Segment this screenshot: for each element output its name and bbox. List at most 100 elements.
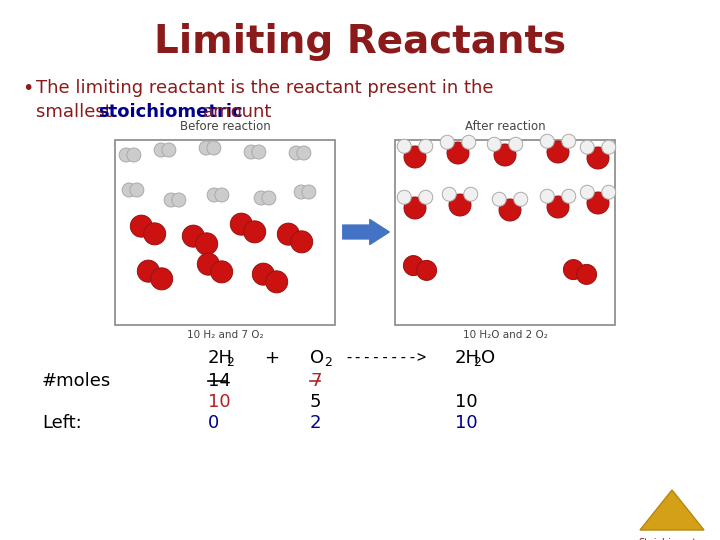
Circle shape [277, 223, 300, 245]
Circle shape [302, 185, 316, 199]
Circle shape [442, 187, 456, 201]
Circle shape [494, 144, 516, 166]
Text: Limiting Reactants: Limiting Reactants [154, 23, 566, 61]
Text: 7: 7 [310, 372, 322, 390]
Text: amount: amount [203, 103, 272, 121]
Text: 10 H₂O and 2 O₂: 10 H₂O and 2 O₂ [462, 330, 547, 340]
Circle shape [130, 215, 153, 237]
Circle shape [447, 142, 469, 164]
Text: Before reaction: Before reaction [179, 120, 271, 133]
Circle shape [562, 189, 576, 203]
Circle shape [243, 221, 266, 243]
Circle shape [562, 134, 576, 149]
Circle shape [587, 192, 609, 214]
Circle shape [294, 185, 308, 199]
Text: 2: 2 [226, 355, 234, 368]
Text: 10: 10 [208, 393, 230, 411]
Circle shape [172, 193, 186, 207]
Circle shape [207, 188, 221, 202]
Text: Stoichiometry: Stoichiometry [638, 538, 706, 540]
Circle shape [254, 191, 268, 205]
Circle shape [462, 135, 476, 149]
Circle shape [244, 145, 258, 159]
Circle shape [138, 260, 159, 282]
Text: 10: 10 [455, 393, 477, 411]
Text: Left:: Left: [42, 414, 82, 432]
Text: 14: 14 [208, 372, 231, 390]
Text: •: • [22, 78, 33, 98]
Circle shape [127, 148, 141, 162]
Circle shape [417, 260, 436, 280]
Text: 0: 0 [208, 414, 220, 432]
Circle shape [215, 188, 229, 202]
Text: -------->: --------> [344, 350, 426, 366]
Circle shape [211, 261, 233, 283]
Polygon shape [640, 490, 704, 530]
Circle shape [587, 147, 609, 169]
Text: 2: 2 [473, 355, 481, 368]
Circle shape [289, 146, 303, 160]
Circle shape [419, 139, 433, 153]
Circle shape [162, 143, 176, 157]
Text: #moles: #moles [42, 372, 112, 390]
Circle shape [182, 225, 204, 247]
Circle shape [252, 145, 266, 159]
Circle shape [197, 253, 220, 275]
Text: stoichiometric: stoichiometric [98, 103, 243, 121]
Circle shape [291, 231, 312, 253]
Text: 2H: 2H [455, 349, 480, 367]
FancyBboxPatch shape [395, 140, 615, 325]
Text: 10 H₂ and 7 O₂: 10 H₂ and 7 O₂ [186, 330, 264, 340]
Circle shape [577, 265, 597, 285]
Circle shape [403, 255, 423, 275]
Circle shape [266, 271, 288, 293]
Text: 2H: 2H [208, 349, 233, 367]
Circle shape [252, 263, 274, 285]
Circle shape [540, 134, 554, 149]
Circle shape [580, 185, 594, 199]
FancyBboxPatch shape [115, 140, 335, 325]
Circle shape [499, 199, 521, 221]
Text: 10: 10 [455, 414, 477, 432]
Circle shape [404, 197, 426, 219]
Circle shape [464, 187, 478, 201]
Circle shape [580, 140, 594, 154]
Circle shape [262, 191, 276, 205]
Circle shape [297, 146, 311, 160]
Text: O: O [310, 349, 324, 367]
Circle shape [404, 146, 426, 168]
Text: O: O [481, 349, 495, 367]
Circle shape [144, 223, 166, 245]
Circle shape [514, 192, 528, 206]
Circle shape [154, 143, 168, 157]
Circle shape [602, 140, 616, 154]
Circle shape [440, 135, 454, 149]
Circle shape [130, 183, 144, 197]
Circle shape [602, 185, 616, 199]
Text: 2: 2 [310, 414, 322, 432]
Circle shape [419, 190, 433, 204]
Circle shape [509, 137, 523, 151]
Circle shape [207, 141, 221, 155]
Circle shape [547, 196, 569, 218]
Circle shape [547, 141, 569, 163]
Text: After reaction: After reaction [464, 120, 545, 133]
Text: +: + [264, 349, 279, 367]
Circle shape [199, 141, 213, 155]
Text: 5: 5 [310, 393, 322, 411]
Circle shape [119, 148, 133, 162]
FancyArrowPatch shape [343, 219, 390, 245]
Circle shape [487, 137, 501, 151]
Circle shape [397, 139, 411, 153]
Circle shape [196, 233, 217, 255]
Circle shape [492, 192, 506, 206]
Circle shape [449, 194, 471, 216]
Circle shape [150, 268, 173, 290]
Circle shape [164, 193, 178, 207]
Circle shape [230, 213, 252, 235]
Circle shape [564, 260, 583, 280]
Text: The limiting reactant is the reactant present in the: The limiting reactant is the reactant pr… [36, 79, 493, 97]
Circle shape [540, 189, 554, 203]
Circle shape [397, 190, 411, 204]
Text: 2: 2 [324, 355, 332, 368]
